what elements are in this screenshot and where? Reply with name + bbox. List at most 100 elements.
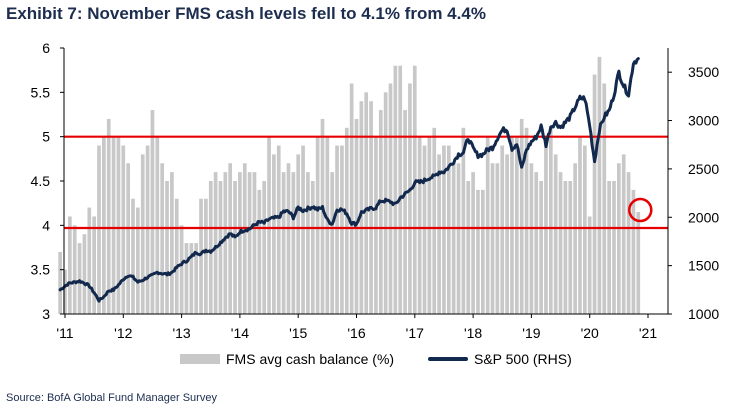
cash-bar xyxy=(534,172,539,314)
cash-bar xyxy=(320,118,325,315)
sp500-line xyxy=(58,57,640,303)
cash-bar xyxy=(592,74,597,314)
cash-bar xyxy=(92,216,96,314)
y-left-tick-label: 4 xyxy=(42,217,50,233)
x-tick-label: '18 xyxy=(464,325,482,341)
cash-bar xyxy=(490,163,495,314)
cash-bar xyxy=(408,83,412,314)
cash-bar xyxy=(247,172,252,314)
cash-bar xyxy=(291,172,296,314)
cash-bar xyxy=(145,145,150,314)
y-right-tick-label: 1500 xyxy=(688,258,719,274)
chart: 3 3.5 4 4.5 5 5.5 6 1000 1500 2000 2500 3000 3500 '11… xyxy=(31,40,720,341)
cash-bar xyxy=(165,181,169,314)
cash-bar xyxy=(548,127,553,314)
legend-swatch-line xyxy=(428,357,468,361)
cash-bar xyxy=(500,145,505,314)
x-tick-label: '20 xyxy=(581,325,599,341)
cash-bar xyxy=(505,154,509,314)
cash-bar xyxy=(354,118,359,315)
cash-bar xyxy=(612,181,616,314)
legend-label-cash: FMS avg cash balance (%) xyxy=(226,351,395,367)
x-tick-label: '13 xyxy=(172,325,190,341)
cash-bar xyxy=(393,65,398,314)
cash-bar xyxy=(383,92,388,314)
cash-bar xyxy=(378,110,383,314)
highlight-layer xyxy=(628,197,653,223)
cash-bar xyxy=(204,198,208,314)
y-left-tick-label: 3.5 xyxy=(31,262,51,278)
cash-bar xyxy=(315,136,320,314)
cash-bar xyxy=(374,136,378,314)
cash-bar xyxy=(636,212,641,314)
chart-title: Exhibit 7: November FMS cash levels fell… xyxy=(6,4,486,23)
cash-bar xyxy=(58,251,62,314)
cash-bar xyxy=(446,145,451,314)
cash-bar xyxy=(82,234,87,314)
cash-bar xyxy=(106,118,111,315)
cash-bar xyxy=(451,163,456,314)
cash-bar xyxy=(519,118,524,315)
cash-bar xyxy=(116,136,121,314)
cash-bar xyxy=(301,145,305,314)
cash-bar xyxy=(510,136,514,314)
cash-bar xyxy=(276,145,281,314)
cash-bar xyxy=(111,136,116,314)
cash-bar xyxy=(412,65,417,314)
highlight-circle xyxy=(628,197,653,223)
cash-bar xyxy=(228,163,233,314)
cash-bar xyxy=(495,163,500,314)
cash-bar xyxy=(466,181,471,314)
cash-bar xyxy=(257,189,262,314)
cash-bar xyxy=(427,136,432,314)
cash-bar xyxy=(286,163,291,314)
cash-bar xyxy=(281,172,286,314)
cash-bar xyxy=(242,163,247,314)
cash-bar xyxy=(340,145,344,314)
y-left-tick-label: 6 xyxy=(42,40,50,56)
x-tick-label: '16 xyxy=(347,325,365,341)
cash-bar xyxy=(432,127,437,314)
y-left-tick-label: 5.5 xyxy=(31,84,51,100)
cash-bar xyxy=(544,136,548,314)
cash-bar xyxy=(563,181,568,314)
cash-bar xyxy=(364,92,369,314)
cash-bar xyxy=(573,163,577,314)
cash-bar xyxy=(223,172,228,314)
cash-bar xyxy=(77,243,82,314)
cash-bar xyxy=(558,172,563,314)
cash-bar xyxy=(442,145,446,314)
x-tick-label: '12 xyxy=(114,325,132,341)
cash-bar xyxy=(155,136,160,314)
x-tick-label: '15 xyxy=(289,325,307,341)
cash-bar xyxy=(514,136,519,314)
cash-bar xyxy=(272,154,276,314)
cash-bar xyxy=(568,181,573,314)
cash-bar xyxy=(97,145,101,314)
y-right-tick-label: 1000 xyxy=(688,306,719,322)
cash-bar xyxy=(398,65,403,314)
cash-bar xyxy=(179,225,184,314)
cash-bar xyxy=(189,243,194,314)
cash-bar xyxy=(437,154,441,314)
cash-bar xyxy=(344,127,349,314)
cash-bar xyxy=(140,154,145,314)
cash-bar xyxy=(626,172,631,314)
legend-item-sp500: S&P 500 (RHS) xyxy=(428,351,572,367)
cash-bar xyxy=(233,181,237,314)
cash-bar xyxy=(529,163,534,314)
x-tick-label: '17 xyxy=(406,325,424,341)
cash-bar xyxy=(310,181,315,314)
cash-bar xyxy=(170,172,174,314)
cash-bar xyxy=(136,207,140,314)
cash-bar xyxy=(539,181,543,314)
cash-bar xyxy=(194,243,199,314)
y-left-tick-label: 5 xyxy=(42,129,50,145)
cash-bar xyxy=(72,225,77,314)
cash-bar xyxy=(456,163,461,314)
cash-bar xyxy=(218,181,223,314)
y-left-tick-label: 3 xyxy=(42,306,50,322)
cash-bar xyxy=(524,127,529,314)
x-tick-label: '14 xyxy=(231,325,249,341)
cash-bar xyxy=(359,101,364,314)
